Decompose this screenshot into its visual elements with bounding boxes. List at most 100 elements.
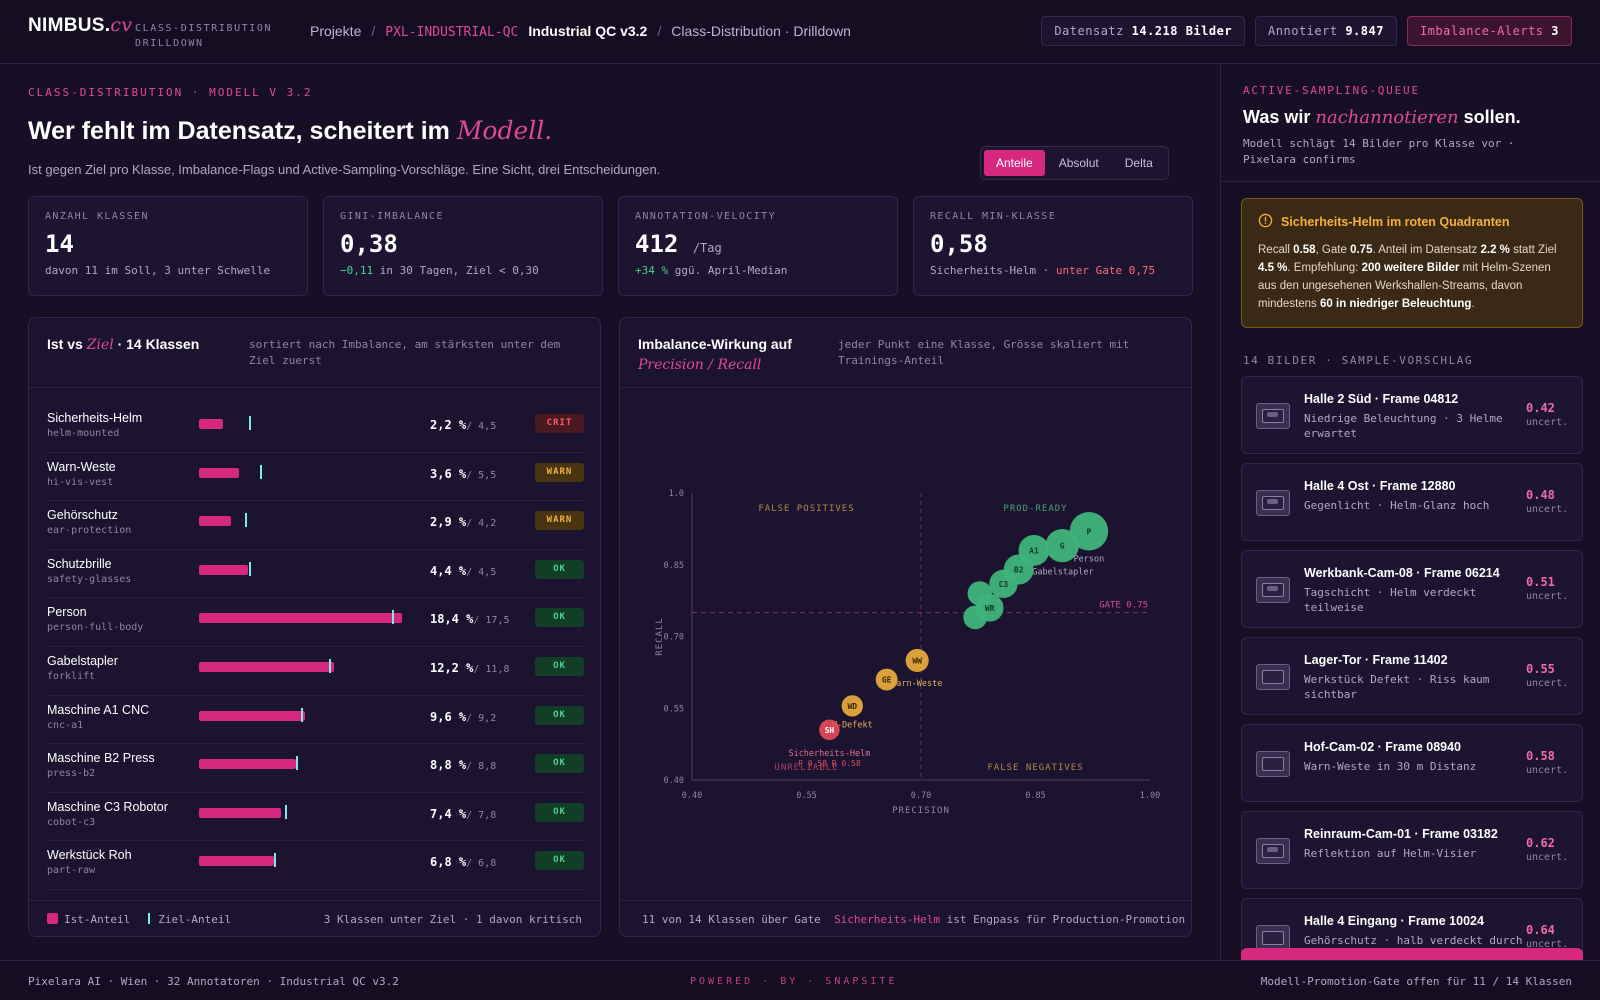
class-point: [1069, 512, 1109, 551]
class-row[interactable]: Werkstück Roh part-raw 6,8 %/ 6,8 OK: [47, 841, 584, 890]
toggle-absolut[interactable]: Absolut: [1058, 156, 1099, 170]
uncertainty-score: 0.42 uncert.: [1526, 401, 1569, 428]
point-abbr: GE: [882, 676, 892, 685]
uncertainty-score: 0.55 uncert.: [1526, 662, 1569, 689]
class-row[interactable]: Person person-full-body 18,4 %/ 17,5 OK: [47, 598, 584, 647]
class-row[interactable]: Maschine A1 CNC cnc-a1 9,6 %/ 9,2 OK: [47, 696, 584, 745]
class-row[interactable]: Gehörschutz ear-protection 2,9 %/ 4,2 WARN: [47, 501, 584, 550]
sample-card[interactable]: Lager-Tor · Frame 11402 Werkstück Defekt …: [1241, 637, 1583, 715]
ist-bar: [199, 856, 275, 867]
class-code: forklift: [47, 670, 96, 682]
class-point: [875, 668, 898, 691]
kpi-label: GINI-IMBALANCE: [340, 211, 444, 222]
footer-gate-status: Modell-Promotion-Gate offen für 11 / 14 …: [1260, 975, 1572, 988]
legend-ziel: Ziel-Anteil: [148, 913, 231, 926]
share-bar: [199, 561, 409, 576]
class-rows: Sicherheits-Helm helm-mounted 2,2 %/ 4,5 CR…: [47, 404, 584, 890]
class-point: [989, 569, 1018, 599]
share-value: 2,9 %/ 4,2: [430, 515, 497, 530]
status-badge: OK: [535, 802, 584, 822]
ziel-marker: [274, 853, 277, 868]
point-label: Person: [1074, 554, 1105, 564]
uncertainty-score: 0.58 uncert.: [1526, 749, 1569, 776]
class-point: [819, 719, 840, 741]
class-point: [967, 581, 992, 606]
sample-card[interactable]: Werkbank-Cam-08 · Frame 06214 Tagschicht …: [1241, 550, 1583, 628]
class-name: Maschine A1 CNC: [47, 702, 150, 717]
breadcrumb-model[interactable]: Industrial QC v3.2: [528, 23, 648, 39]
quadrant-label: PROD-READY: [1003, 504, 1067, 514]
sample-card[interactable]: Halle 4 Ost · Frame 12880 Gegenlicht · He…: [1241, 463, 1583, 541]
kpi-value: 14: [45, 230, 74, 258]
status-badge: OK: [535, 754, 584, 774]
sample-card[interactable]: Halle 2 Süd · Frame 04812 Niedrige Beleuc…: [1241, 376, 1583, 454]
annotated-pill[interactable]: Annotiert 9.847: [1255, 16, 1397, 46]
sidebar-eyebrow: ACTIVE-SAMPLING-QUEUE: [1243, 84, 1420, 97]
main-content: CLASS-DISTRIBUTION · MODELL V 3.2 Wer fe…: [0, 64, 1220, 960]
image-thumbnail-icon: [1256, 490, 1290, 516]
status-badge: CRIT: [535, 414, 584, 433]
sample-card[interactable]: Hof-Cam-02 · Frame 08940 Warn-Weste in 30…: [1241, 724, 1583, 802]
sample-meta: Niedrige Beleuchtung · 3 Helme erwartet: [1304, 412, 1503, 440]
helm-alert-card[interactable]: Sicherheits-Helm im roten Quadranten Rec…: [1241, 198, 1583, 328]
class-row[interactable]: Schutzbrille safety-glasses 4,4 %/ 4,5 OK: [47, 550, 584, 599]
class-code: cnc-a1: [47, 719, 84, 731]
y-axis-label: RECALL: [655, 617, 665, 656]
class-row[interactable]: Warn-Weste hi-vis-vest 3,6 %/ 5,5 WARN: [47, 453, 584, 502]
dataset-pill[interactable]: Datensatz 14.218 Bilder: [1041, 16, 1246, 46]
breadcrumb-projects[interactable]: Projekte: [310, 23, 362, 39]
imbalance-alerts-pill[interactable]: Imbalance-Alerts 3: [1406, 16, 1572, 46]
brand-name: NIMBUS.: [28, 15, 111, 36]
share-value: 8,8 %/ 8,8: [430, 758, 497, 773]
quadrant-label: FALSE POSITIVES: [758, 504, 854, 514]
image-thumbnail-icon: [1256, 403, 1290, 429]
ist-bar: [199, 419, 224, 429]
toggle-anteile[interactable]: Anteile: [984, 150, 1045, 176]
ziel-marker: [285, 804, 288, 819]
y-tick-label: 0.85: [664, 561, 684, 571]
ist-bar: [199, 710, 306, 721]
sample-meta: Gegenlicht · Helm-Glanz hoch: [1304, 499, 1490, 512]
y-tick-label: 1.0: [669, 489, 684, 499]
image-thumbnail-icon: [1256, 925, 1290, 951]
sample-card[interactable]: Reinraum-Cam-01 · Frame 03182 Reflektion …: [1241, 811, 1583, 889]
class-code: press-b2: [47, 768, 96, 780]
class-code: part-raw: [47, 865, 96, 877]
sidebar-description: Modell schlägt 14 Bilder pro Klasse vor …: [1243, 137, 1515, 166]
point-abbr: SH: [825, 726, 835, 735]
class-point: [963, 605, 988, 630]
share-bar: [199, 707, 409, 722]
uncertainty-score: 0.62 uncert.: [1526, 836, 1569, 863]
y-tick-label: 0.40: [664, 776, 684, 786]
toggle-delta[interactable]: Delta: [1124, 156, 1153, 170]
class-row[interactable]: Maschine C3 Robotor cobot-c3 7,4 %/ 7,8 OK: [47, 793, 584, 842]
share-bar: [199, 756, 409, 771]
brand-logo[interactable]: NIMBUS.cv: [28, 14, 132, 37]
x-tick-label: 0.40: [682, 791, 702, 801]
x-tick-label: 0.55: [796, 791, 816, 801]
image-thumbnail-icon: [1256, 664, 1290, 690]
sample-title: Halle 2 Süd · Frame 04812: [1304, 392, 1459, 406]
x-tick-label: 1.00: [1140, 791, 1160, 801]
kpi-row: ANZAHL KLASSEN 14 davon 11 im Soll, 3 un…: [28, 196, 1193, 296]
class-name: Gabelstapler: [47, 653, 118, 668]
status-badge: OK: [535, 705, 584, 725]
point-abbr: P: [1087, 527, 1092, 536]
class-row[interactable]: Gabelstapler forklift 12,2 %/ 11,8 OK: [47, 647, 584, 696]
sample-meta: Tagschicht · Helm verdeckt teilweise: [1304, 586, 1477, 614]
status-badge: OK: [535, 851, 584, 871]
kpi-label: RECALL MIN-KLASSE: [930, 211, 1057, 222]
class-code: hi-vis-vest: [47, 476, 114, 488]
x-axis-label: PRECISION: [892, 806, 950, 816]
status-badge: OK: [535, 559, 584, 579]
view-toggle: Anteile Absolut Delta: [980, 146, 1169, 180]
breadcrumb-separator: /: [657, 23, 662, 39]
breadcrumb-project[interactable]: PXL-INDUSTRIAL-QC: [385, 25, 519, 40]
panel-title: Ist vs Ziel · 14 Klassen: [47, 336, 200, 353]
sample-title: Lager-Tor · Frame 11402: [1304, 653, 1448, 667]
class-row[interactable]: Maschine B2 Press press-b2 8,8 %/ 8,8 OK: [47, 744, 584, 793]
class-name: Werkstück Roh: [47, 848, 132, 863]
x-tick-label: 0.85: [1025, 791, 1045, 801]
footer-info: Pixelara AI · Wien · 32 Annotatoren · In…: [28, 975, 399, 988]
class-row[interactable]: Sicherheits-Helm helm-mounted 2,2 %/ 4,5 CR…: [47, 404, 584, 453]
